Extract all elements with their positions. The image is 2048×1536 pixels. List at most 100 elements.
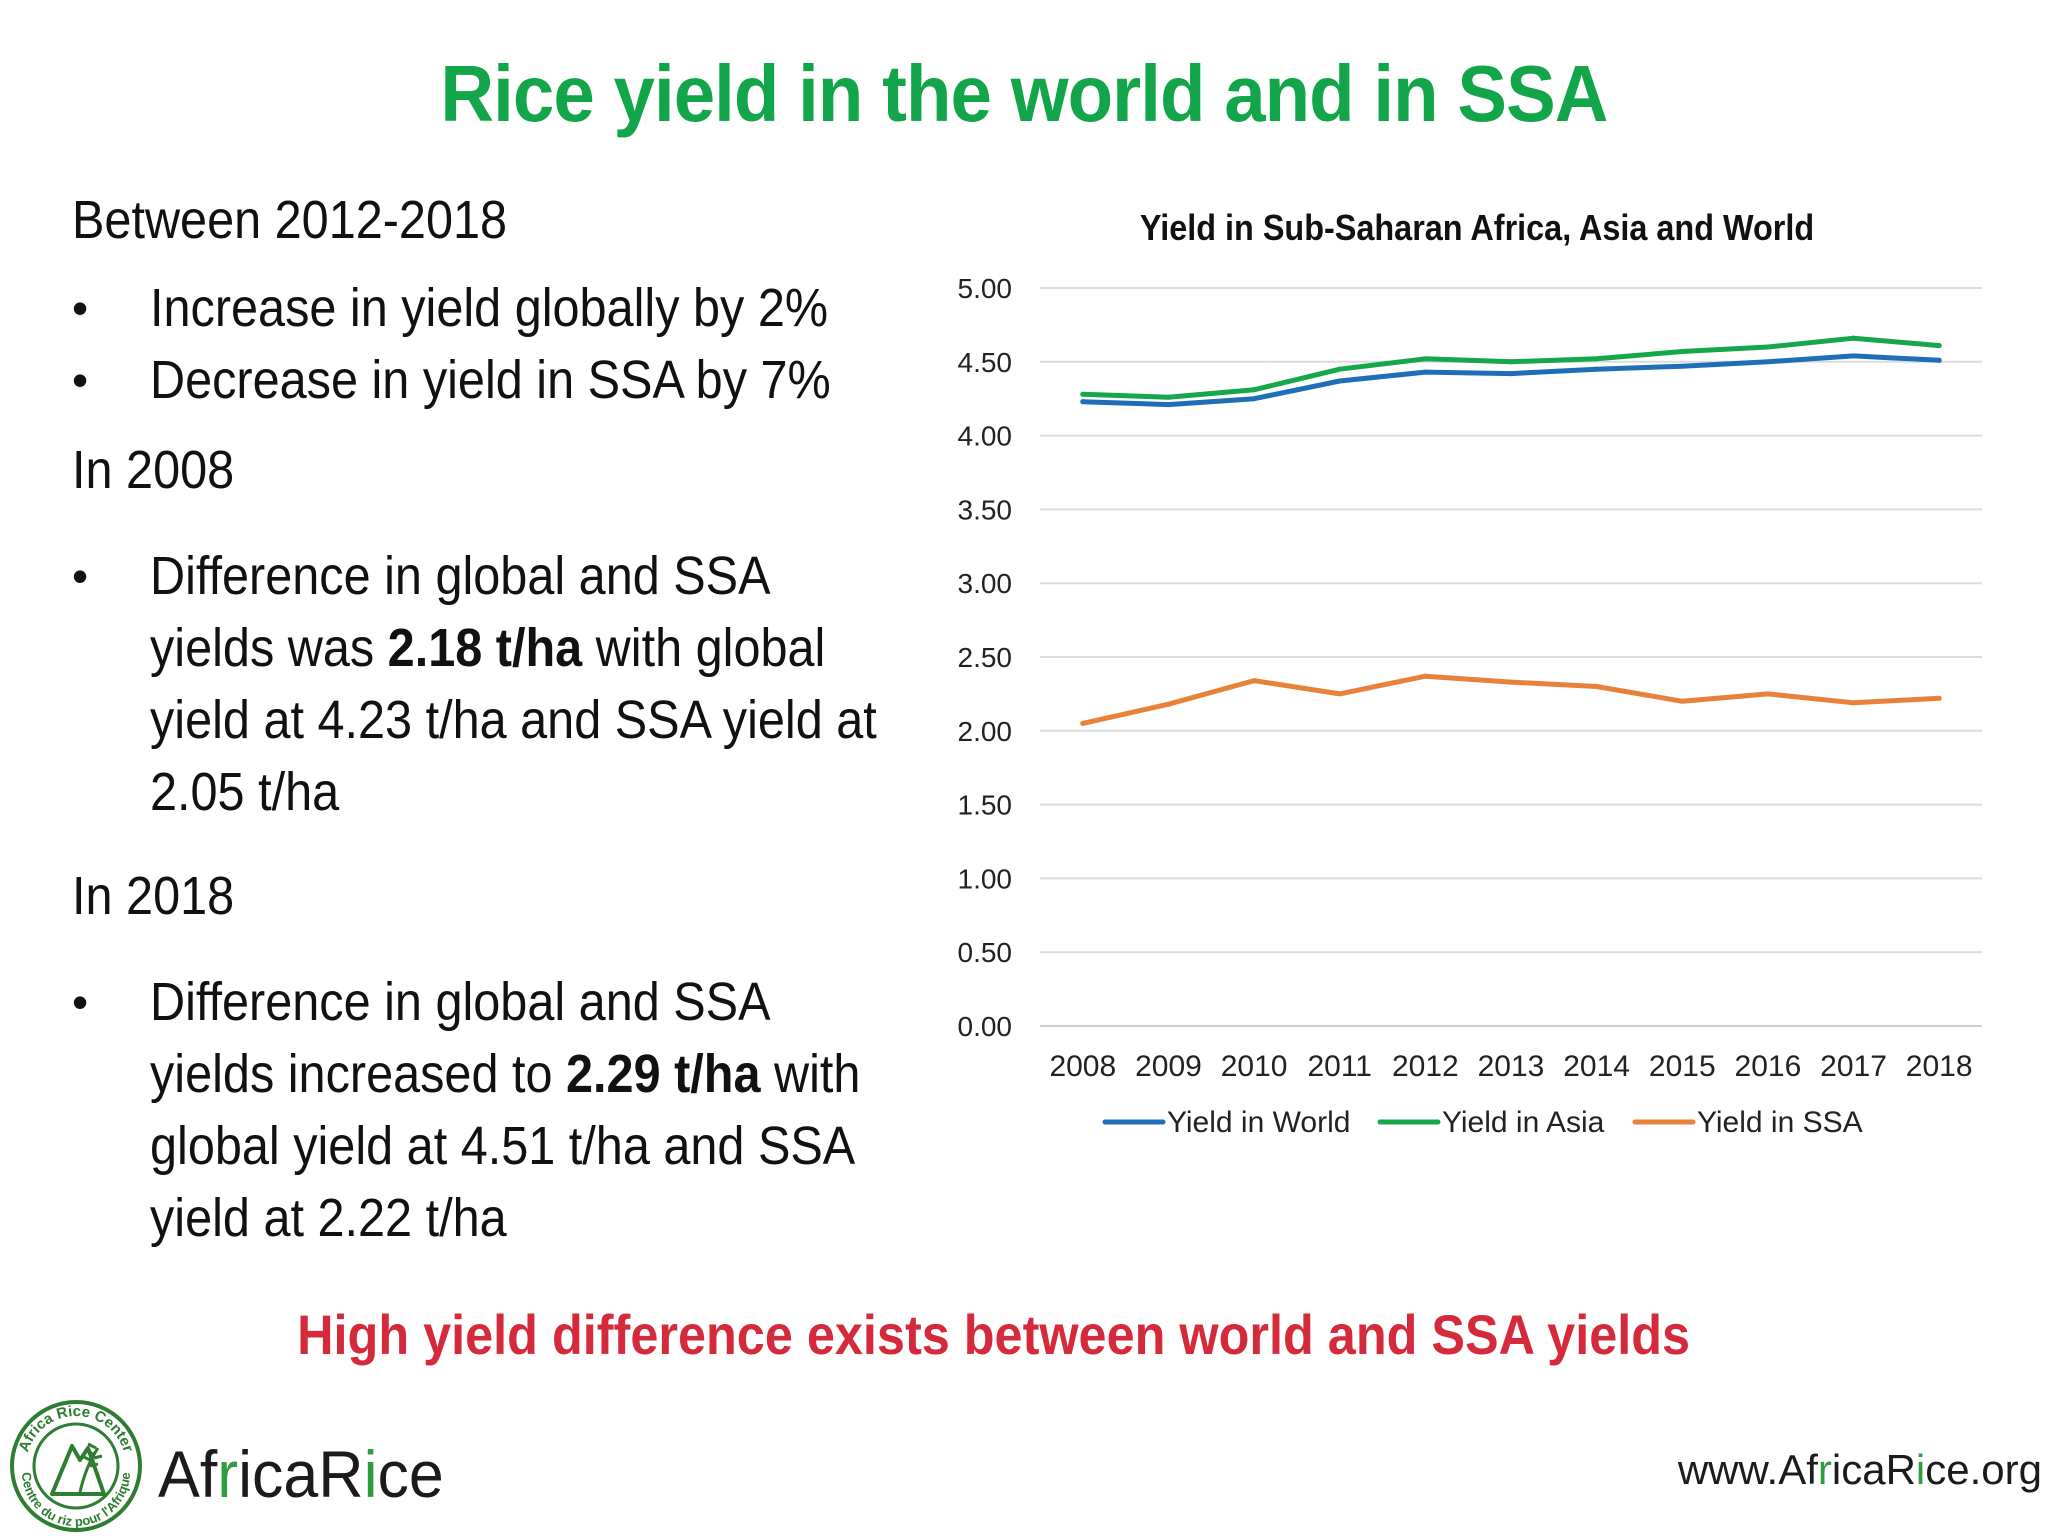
data-point-yield-in-ssa (1765, 691, 1771, 697)
africarice-wordmark: AfricaRice (158, 1436, 444, 1512)
data-point-yield-in-world (1508, 371, 1514, 377)
website-url[interactable]: www.AfricaRice.org (1678, 1446, 2042, 1494)
bullet-dot-icon: • (72, 282, 89, 334)
data-point-yield-in-world (1080, 399, 1086, 405)
url-part: ce (1925, 1446, 1970, 1493)
chart-legend: Yield in World Yield in Asia Yield in SSA (1102, 1106, 1863, 1139)
bullet-dot-icon: • (72, 976, 89, 1028)
bullet-text-post: with global yield at 4.51 t/ha and SSA y… (150, 1044, 861, 1248)
wordmark-part: R (318, 1437, 364, 1511)
bullet-text-post: with global yield at 4.23 t/ha and SSA y… (150, 618, 877, 822)
data-point-yield-in-world (1679, 363, 1685, 369)
chart-series (1080, 335, 1942, 726)
data-point-yield-in-ssa (1679, 698, 1685, 704)
data-point-yield-in-world (1165, 402, 1171, 408)
legend-label: Yield in SSA (1697, 1106, 1863, 1139)
x-tick-label: 2013 (1478, 1050, 1545, 1083)
bullet-dot-icon: • (72, 354, 89, 406)
wordmark-part: r (217, 1437, 239, 1511)
wordmark-part: ce (377, 1437, 444, 1511)
bullet-text: Difference in global and SSA yields was … (150, 540, 888, 828)
data-point-yield-in-asia (1080, 391, 1086, 397)
y-tick-label: 0.50 (958, 937, 1013, 968)
x-tick-label: 2016 (1735, 1050, 1802, 1083)
x-tick-label: 2009 (1135, 1050, 1202, 1083)
x-tick-label: 2011 (1307, 1050, 1372, 1083)
data-point-yield-in-asia (1851, 335, 1857, 341)
y-tick-label: 4.00 (958, 421, 1013, 452)
data-point-yield-in-ssa (1080, 720, 1086, 726)
bullet-text-pre: Difference in global and SSA yields incr… (150, 972, 768, 1104)
data-point-yield-in-world (1936, 357, 1942, 363)
wordmark-part: Af (158, 1437, 218, 1511)
data-point-yield-in-ssa (1594, 684, 1600, 690)
data-point-yield-in-ssa (1422, 673, 1428, 679)
y-tick-label: 1.50 (958, 790, 1013, 821)
y-tick-label: 3.00 (958, 568, 1013, 599)
url-part: R (1885, 1446, 1916, 1493)
heading-in-2018: In 2018 (72, 866, 235, 926)
slide-title: Rice yield in the world and in SSA (440, 49, 1608, 138)
yield-chart: Yield in Sub-Saharan Africa, Asia and Wo… (930, 190, 2010, 1170)
data-point-yield-in-world (1765, 359, 1771, 365)
heading-in-2008: In 2008 (72, 440, 235, 500)
data-point-yield-in-asia (1251, 387, 1257, 393)
data-point-yield-in-asia (1594, 356, 1600, 362)
y-tick-label: 2.00 (958, 716, 1013, 747)
chart-x-axis: 2008 2009 2010 2011 2012 2013 2014 2015 2016 2017… (1049, 1050, 1972, 1083)
conclusion-text: High yield difference exists between wor… (297, 1303, 1691, 1366)
data-point-yield-in-ssa (1851, 700, 1857, 706)
url-part: r (1817, 1446, 1832, 1493)
wordmark-part: ica (238, 1437, 319, 1511)
data-point-yield-in-world (1337, 378, 1343, 384)
bullet-text: Decrease in yield in SSA by 7% (150, 350, 831, 410)
x-tick-label: 2015 (1649, 1050, 1716, 1083)
x-tick-label: 2012 (1392, 1050, 1459, 1083)
data-point-yield-in-asia (1422, 356, 1428, 362)
data-point-yield-in-asia (1936, 343, 1942, 349)
bullet-text: Difference in global and SSA yields incr… (150, 966, 888, 1254)
url-part: ica (1831, 1446, 1886, 1493)
africarice-logo: Africa Rice Center Centre du riz pour l'… (6, 1396, 456, 1536)
africarice-emblem-icon: Africa Rice Center Centre du riz pour l'… (10, 1400, 142, 1532)
data-point-yield-in-asia (1337, 366, 1343, 372)
url-part: .org (1969, 1446, 2042, 1493)
data-point-yield-in-asia (1679, 348, 1685, 354)
data-point-yield-in-world (1422, 369, 1428, 375)
y-tick-label: 4.50 (958, 347, 1013, 378)
x-tick-label: 2014 (1563, 1050, 1630, 1083)
heading-between-2012-2018: Between 2012-2018 (72, 190, 508, 250)
data-point-yield-in-ssa (1936, 695, 1942, 701)
legend-label: Yield in Asia (1442, 1106, 1605, 1139)
data-point-yield-in-asia (1165, 394, 1171, 400)
data-point-yield-in-asia (1765, 344, 1771, 350)
chart-y-axis: 0.00 0.50 1.00 1.50 2.00 2.50 3.00 3.50 4.00 4.50… (958, 273, 1013, 1042)
url-part: i (1915, 1446, 1926, 1493)
series-line-yield-in-asia (1080, 335, 1942, 400)
bullet-text-bold: 2.29 t/ha (566, 1044, 761, 1104)
x-tick-label: 2008 (1049, 1050, 1116, 1083)
data-point-yield-in-world (1251, 396, 1257, 402)
data-point-yield-in-world (1594, 366, 1600, 372)
x-tick-label: 2017 (1820, 1050, 1887, 1083)
chart-title: Yield in Sub-Saharan Africa, Asia and Wo… (1140, 208, 1814, 248)
y-tick-label: 5.00 (958, 273, 1013, 304)
bullet-text: Increase in yield globally by 2% (150, 278, 829, 338)
y-tick-label: 2.50 (958, 642, 1013, 673)
y-tick-label: 0.00 (958, 1011, 1013, 1042)
data-point-yield-in-ssa (1165, 701, 1171, 707)
url-part: www.Af (1677, 1446, 1818, 1493)
bullet-text-pre: Difference in global and SSA yields was (150, 546, 768, 678)
x-tick-label: 2018 (1906, 1050, 1973, 1083)
y-tick-label: 3.50 (958, 494, 1013, 525)
wordmark-part: i (363, 1437, 378, 1511)
y-tick-label: 1.00 (958, 863, 1013, 894)
x-tick-label: 2010 (1221, 1050, 1288, 1083)
data-point-yield-in-ssa (1337, 691, 1343, 697)
bullet-text-bold: 2.18 t/ha (387, 618, 583, 678)
bullet-dot-icon: • (72, 550, 89, 602)
legend-label: Yield in World (1167, 1106, 1350, 1139)
data-point-yield-in-asia (1508, 359, 1514, 365)
data-point-yield-in-ssa (1508, 679, 1514, 685)
chart-gridlines (1040, 287, 1982, 1027)
